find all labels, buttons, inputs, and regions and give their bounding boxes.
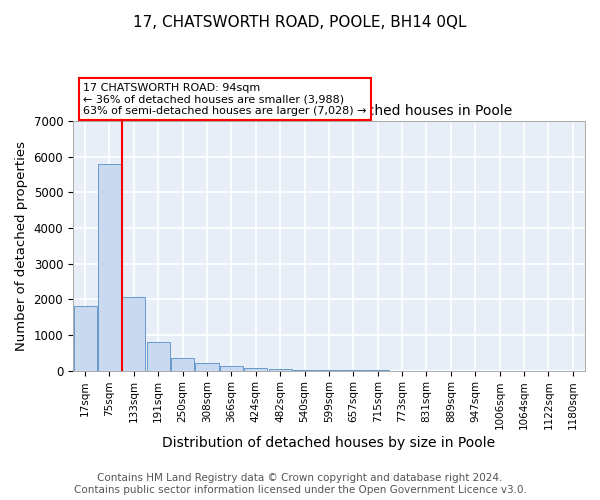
Title: Size of property relative to detached houses in Poole: Size of property relative to detached ho… [145, 104, 512, 118]
Bar [74, 306, 97, 370]
Bar [269, 369, 292, 370]
Y-axis label: Number of detached properties: Number of detached properties [15, 140, 28, 350]
Bar [98, 164, 121, 370]
Text: Contains HM Land Registry data © Crown copyright and database right 2024.
Contai: Contains HM Land Registry data © Crown c… [74, 474, 526, 495]
Bar [146, 342, 170, 370]
Text: 17, CHATSWORTH ROAD, POOLE, BH14 0QL: 17, CHATSWORTH ROAD, POOLE, BH14 0QL [133, 15, 467, 30]
Bar [244, 368, 268, 370]
Bar [122, 296, 145, 370]
Bar [220, 366, 243, 370]
Bar [196, 364, 218, 370]
Bar [171, 358, 194, 370]
Text: 17 CHATSWORTH ROAD: 94sqm
← 36% of detached houses are smaller (3,988)
63% of se: 17 CHATSWORTH ROAD: 94sqm ← 36% of detac… [83, 82, 367, 116]
X-axis label: Distribution of detached houses by size in Poole: Distribution of detached houses by size … [163, 436, 496, 450]
